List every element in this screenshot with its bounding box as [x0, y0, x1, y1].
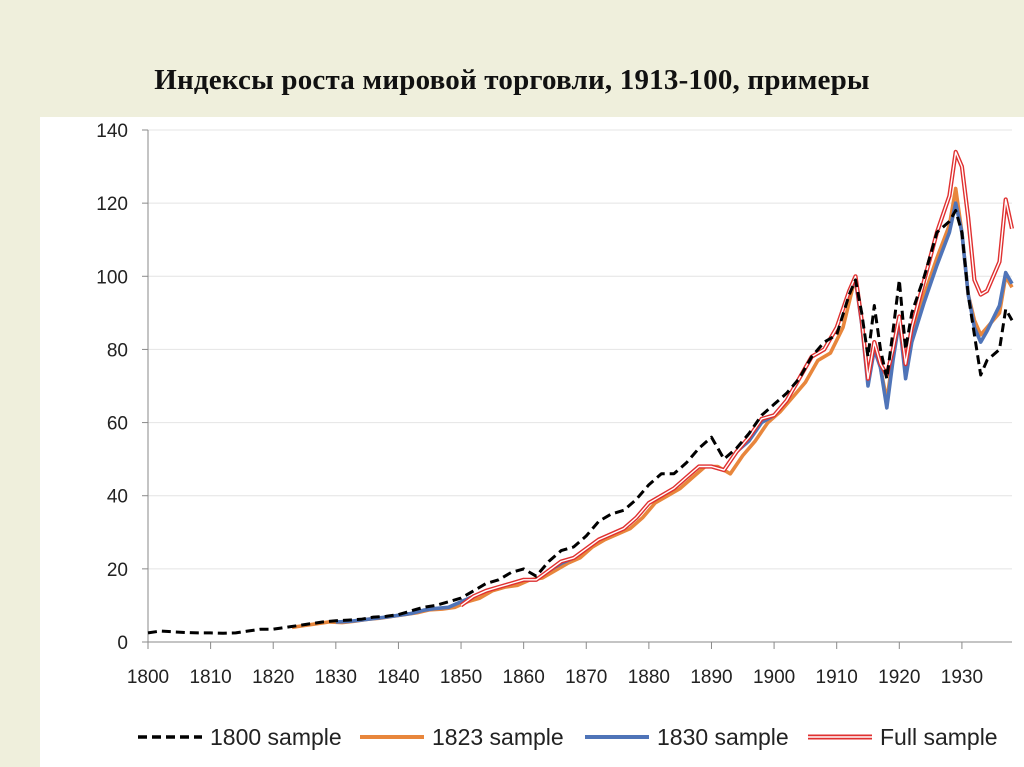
- series-lines: [147, 149, 1015, 635]
- x-tick-label: 1890: [690, 667, 732, 688]
- x-tick-label: 1840: [377, 667, 419, 688]
- y-tick-label: 140: [96, 121, 128, 142]
- axes: 0 20 40 60 80 100 120 140 1800 1810 1820 1830 1840 18…: [96, 121, 1012, 688]
- plot-panel: 0 20 40 60 80 100 120 140 1800 1810 1820 1830 1840 18…: [40, 117, 1024, 767]
- x-tick-label: 1810: [189, 667, 231, 688]
- chart: 0 20 40 60 80 100 120 140 1800 1810 1820 1830 1840 18…: [96, 121, 1015, 750]
- x-tick-label: 1870: [565, 667, 607, 688]
- y-tick-label: 40: [107, 487, 128, 508]
- series-line-full-sample: [459, 149, 1015, 608]
- x-tick-label: 1930: [941, 667, 983, 688]
- y-tick-label: 120: [96, 194, 128, 215]
- grid-lines: [148, 129, 1012, 570]
- x-tick-label: 1860: [503, 667, 545, 688]
- x-tick-label: 1800: [127, 667, 169, 688]
- series-line-full-sample-inner: [460, 151, 1013, 606]
- legend-label-1800-sample: 1800 sample: [210, 724, 342, 750]
- legend-label-1830-sample: 1830 sample: [657, 724, 789, 750]
- y-tick-label: 60: [107, 414, 128, 435]
- x-tick-label: 1880: [628, 667, 670, 688]
- series-line-1800-sample: [147, 209, 1014, 635]
- x-tick-label: 1820: [252, 667, 294, 688]
- legend-label-full-sample: Full sample: [880, 724, 998, 750]
- x-tick-label: 1850: [440, 667, 482, 688]
- y-tick-label: 0: [117, 633, 128, 654]
- slide-title: Индексы роста мировой торговли, 1913-100…: [154, 64, 870, 96]
- x-tick-label: 1830: [315, 667, 357, 688]
- y-tick-label: 100: [96, 267, 128, 288]
- series-line-1830-sample: [335, 201, 1014, 624]
- y-tick-label: 20: [107, 560, 128, 581]
- y-tick-label: 80: [107, 340, 128, 361]
- series-line-1823-sample: [291, 186, 1014, 630]
- x-tick-label: 1920: [878, 667, 920, 688]
- legend-label-1823-sample: 1823 sample: [432, 724, 564, 750]
- x-tick-label: 1910: [816, 667, 858, 688]
- legend: 1800 sample 1823 sample 1830 sample Full sa…: [138, 724, 998, 750]
- x-tick-label: 1900: [753, 667, 795, 688]
